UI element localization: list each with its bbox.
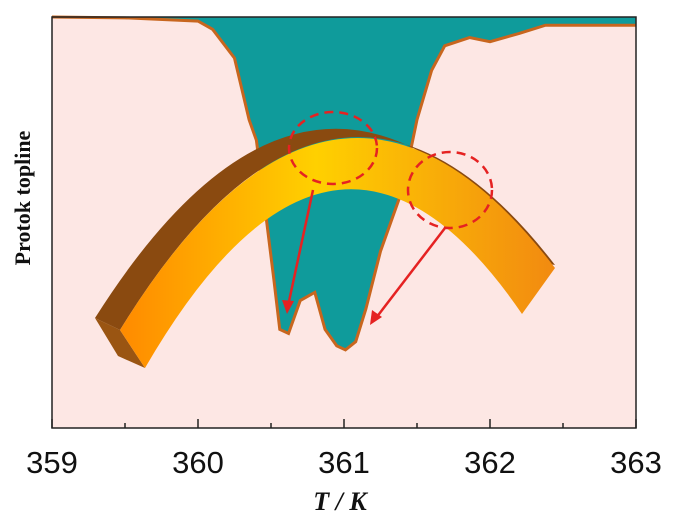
axes: 359 360 361 362 363 — [26, 16, 662, 480]
arch-end — [95, 318, 145, 368]
y-axis-label: Protok topline — [10, 130, 35, 265]
line — [51, 15, 636, 352]
x-tick-label: 359 — [26, 445, 78, 480]
arch-side — [95, 128, 555, 330]
highlight-circle — [406, 150, 494, 230]
x-tick-label: 361 — [318, 445, 370, 480]
plot-area — [51, 15, 636, 428]
arrow — [375, 227, 446, 319]
arrow-head — [282, 300, 294, 314]
x-axis-label: T / K — [313, 487, 368, 516]
illustration — [95, 110, 555, 368]
arrow-head — [370, 310, 382, 325]
x-tick-label: 363 — [610, 445, 662, 480]
x-tick-label: 362 — [464, 445, 516, 480]
arrow — [286, 189, 315, 307]
highlight-circle — [287, 110, 379, 186]
x-tick-label: 360 — [172, 445, 224, 480]
arch-face — [120, 137, 555, 368]
